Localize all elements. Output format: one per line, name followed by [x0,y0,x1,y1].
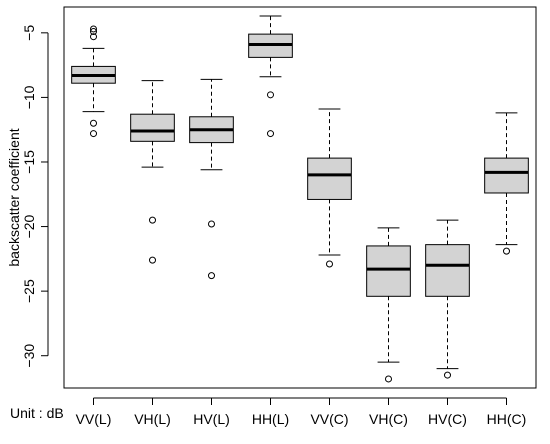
outlier-point [90,28,97,36]
box-iqr [366,245,411,297]
plot-frame [63,6,537,389]
y-axis-label: backscatter coefficient [6,128,22,266]
outlier-point [208,272,215,280]
outlier-point [444,371,451,379]
x-tick-label: HV(C) [428,411,467,427]
x-tick-label: VV(C) [310,411,348,427]
x-tick-label: VH(C) [369,411,408,427]
outlier-point [503,247,510,255]
outlier-point [90,130,97,138]
box-iqr [484,157,529,194]
box-iqr [425,244,470,297]
y-tick-label: −5 [21,25,37,41]
x-tick-label: VH(L) [134,411,171,427]
outlier-point [90,25,97,33]
outlier-point [267,130,274,138]
x-tick-label: VV(L) [76,411,112,427]
box-iqr [307,157,352,200]
outlier-point [90,119,97,127]
outlier-point [326,260,333,268]
y-tick-label: −30 [21,344,37,368]
unit-note: Unit : dB [10,405,64,421]
box-iqr [130,113,175,142]
x-tick-label: HV(L) [193,411,230,427]
outlier-point [385,375,392,383]
x-tick-label: HH(C) [487,411,527,427]
y-tick-label: −20 [21,214,37,238]
y-tick-label: −25 [21,279,37,303]
outlier-point [149,216,156,224]
outlier-point [149,256,156,264]
outlier-point [208,220,215,228]
outlier-point [90,33,97,41]
x-tick-label: HH(L) [252,411,289,427]
outlier-point [267,91,274,99]
y-tick-label: −15 [21,150,37,174]
y-tick-label: −10 [21,85,37,109]
